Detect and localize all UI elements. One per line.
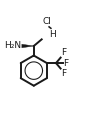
- Text: F: F: [61, 69, 66, 78]
- Text: H: H: [49, 30, 56, 39]
- Text: H₂N: H₂N: [4, 42, 21, 50]
- Polygon shape: [22, 44, 34, 48]
- Text: F: F: [61, 48, 66, 57]
- Text: Cl: Cl: [42, 17, 51, 26]
- Text: F: F: [64, 59, 69, 68]
